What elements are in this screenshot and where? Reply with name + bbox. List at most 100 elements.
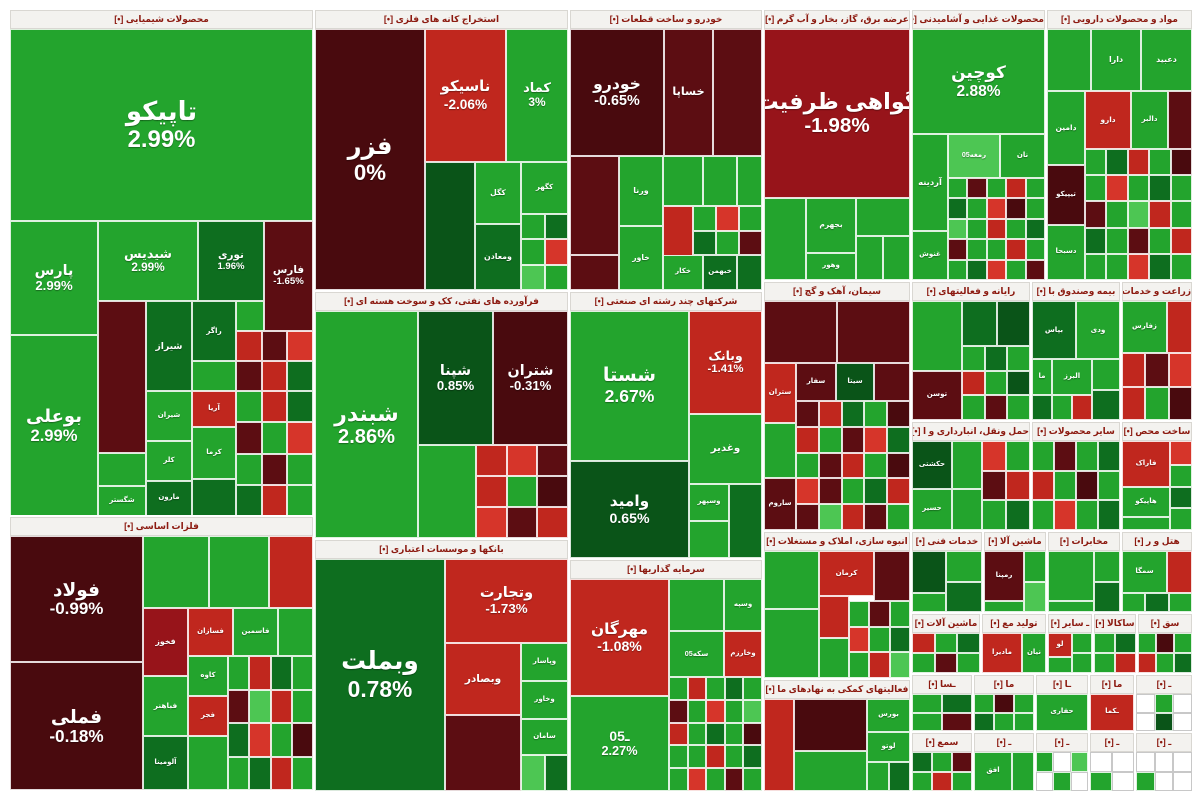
stock-tile[interactable]: وهور [806,253,856,280]
stock-tile[interactable]: آردینه [912,134,948,231]
filler-tile[interactable] [912,301,962,371]
filler-tile[interactable] [887,504,910,530]
filler-tile[interactable] [445,715,521,791]
filler-tile[interactable] [261,331,288,361]
filler-tile[interactable] [743,677,762,700]
filler-tile[interactable] [874,363,910,401]
stock-tile[interactable]: ـکما [1090,694,1134,731]
stock-tile[interactable]: وخاور [521,681,568,719]
filler-tile[interactable] [869,626,890,653]
filler-tile[interactable] [849,626,870,653]
sector-header-micro-ma[interactable]: ما [•] [974,675,1034,694]
filler-tile[interactable] [418,445,476,538]
filler-tile[interactable] [1127,149,1150,176]
stock-tile[interactable]: لو [1048,633,1072,657]
filler-tile[interactable] [1048,551,1094,601]
filler-tile[interactable] [841,452,865,479]
stock-tile[interactable]: ستران [764,363,796,423]
filler-tile[interactable] [687,699,707,723]
filler-tile[interactable] [716,206,739,231]
filler-tile[interactable] [1048,657,1072,673]
filler-tile[interactable] [794,699,867,751]
filler-tile[interactable] [689,521,729,558]
stock-tile[interactable]: وبملت 0.78% [315,559,445,791]
filler-tile[interactable] [1006,441,1030,471]
filler-tile[interactable] [1156,653,1174,673]
filler-tile[interactable] [1054,470,1076,501]
filler-tile[interactable] [1170,149,1192,176]
filler-tile[interactable] [856,198,910,236]
stock-tile[interactable]: فجر [188,696,228,736]
filler-tile[interactable] [1085,149,1107,176]
filler-tile[interactable] [143,536,209,608]
sector-header-cement[interactable]: سیمان، آهک و گچ [•] [764,282,910,301]
filler-tile[interactable] [1154,694,1174,713]
sector-header-banks[interactable]: بانکها و موسسات اعتباری [•] [315,540,568,559]
stock-tile[interactable]: مهرگان -1.08% [570,579,669,696]
filler-tile[interactable] [278,608,313,656]
filler-tile[interactable] [994,712,1014,731]
filler-tile[interactable] [521,755,545,791]
stock-tile[interactable]: حفاری [1036,694,1088,731]
filler-tile[interactable] [1090,771,1112,791]
filler-tile[interactable] [236,391,262,423]
filler-tile[interactable] [997,301,1030,346]
stock-tile[interactable]: ما [1032,359,1052,395]
stock-tile[interactable]: دارو [1085,91,1131,149]
filler-tile[interactable] [764,301,837,363]
filler-tile[interactable] [1145,353,1169,387]
filler-tile[interactable] [228,756,250,790]
filler-tile[interactable] [1122,386,1146,420]
filler-tile[interactable] [932,771,952,791]
filler-tile[interactable] [287,391,313,423]
filler-tile[interactable] [912,752,932,772]
stock-tile[interactable]: کرما [192,427,236,479]
stock-tile[interactable]: شیران [146,391,192,441]
filler-tile[interactable] [249,723,271,757]
stock-tile[interactable]: شیراز [146,301,192,391]
sector-header-kala[interactable]: ساکالا [•] [1094,614,1136,633]
stock-tile[interactable]: بوعلی 2.99% [10,335,98,515]
filler-tile[interactable] [228,723,250,757]
filler-tile[interactable] [932,752,952,772]
sector-header-investments[interactable]: سرمایه گذاریها [•] [570,560,762,579]
filler-tile[interactable] [1007,370,1030,396]
filler-tile[interactable] [887,452,910,479]
filler-tile[interactable] [982,441,1006,471]
stock-tile[interactable]: تیپیکو [1047,165,1085,225]
stock-tile[interactable]: مادیرا [982,633,1022,673]
filler-tile[interactable] [1170,486,1192,509]
filler-tile[interactable] [729,484,762,558]
filler-tile[interactable] [864,504,888,530]
filler-tile[interactable] [669,579,724,631]
filler-tile[interactable] [912,653,935,673]
filler-tile[interactable] [794,751,867,791]
filler-tile[interactable] [1106,253,1128,280]
filler-tile[interactable] [270,689,292,723]
filler-tile[interactable] [764,423,796,478]
filler-tile[interactable] [287,484,313,515]
stock-tile[interactable]: آریا [192,391,236,427]
sector-header-misc-other[interactable]: ـ سایر [•] [1048,614,1092,633]
filler-tile[interactable] [693,206,716,231]
filler-tile[interactable] [934,653,958,673]
stock-tile[interactable]: وتجارت -1.73% [445,559,568,643]
stock-tile[interactable]: وپاسار [521,643,568,681]
stock-tile[interactable]: حکشتی [912,441,952,489]
stock-tile[interactable]: فارس -1.65% [264,221,313,331]
filler-tile[interactable] [269,536,313,608]
filler-tile[interactable] [912,593,946,612]
filler-tile[interactable] [1012,752,1034,791]
filler-tile[interactable] [952,441,982,489]
filler-tile[interactable] [818,478,842,505]
filler-tile[interactable] [1094,633,1115,653]
sector-header-metal-mining[interactable]: استخراج کانه های فلزی [•] [315,10,568,29]
filler-tile[interactable] [883,236,910,280]
stock-tile[interactable]: فخوز [143,608,188,676]
filler-tile[interactable] [934,633,958,653]
stock-tile[interactable]: شپنا 0.85% [418,311,493,445]
filler-tile[interactable] [1154,712,1174,731]
filler-tile[interactable] [942,712,972,731]
stock-tile[interactable]: ورنا [619,156,663,226]
filler-tile[interactable] [796,426,819,453]
